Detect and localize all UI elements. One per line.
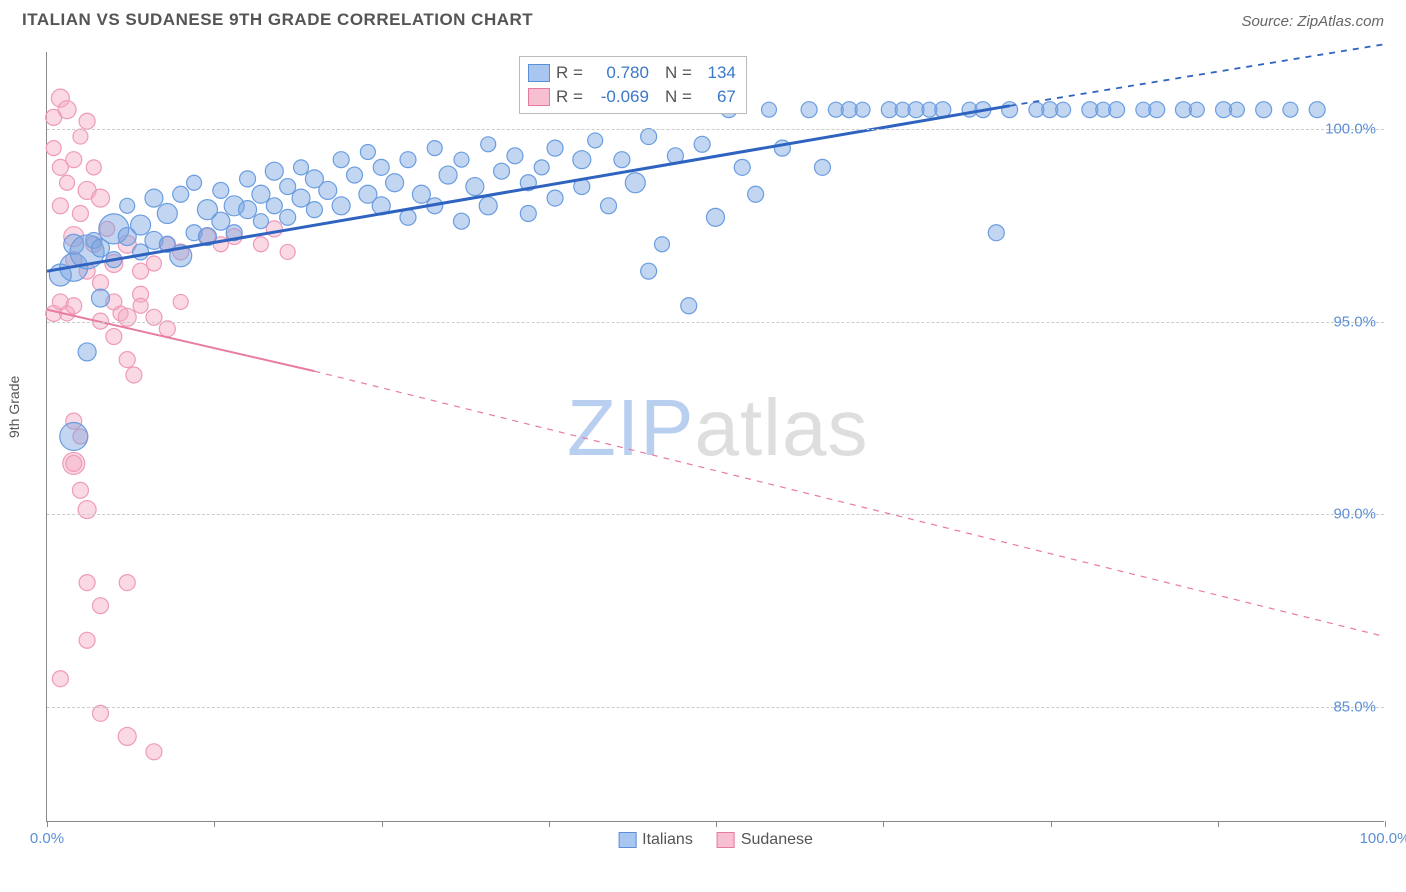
chart-plot-area: ZIPatlas R = 0.780 N = 134 R = -0.069 N … [46,52,1384,822]
legend-item-italians: Italians [618,831,693,849]
n-label: N = [665,61,692,85]
r-label: R = [556,61,583,85]
n-value: 67 [698,85,736,109]
y-axis-label: 9th Grade [6,376,22,438]
x-tick-mark [214,821,215,827]
legend-label: Italians [642,831,693,849]
swatch-icon [528,88,550,106]
source-label: Source: ZipAtlas.com [1241,13,1384,30]
x-tick-mark [1218,821,1219,827]
x-tick-mark [549,821,550,827]
swatch-icon [528,64,550,82]
legend-label: Sudanese [741,831,813,849]
x-tick-mark [382,821,383,827]
y-tick-label: 85.0% [1333,698,1376,715]
x-tick-mark [883,821,884,827]
x-tick-mark [47,821,48,827]
swatch-icon [717,832,735,848]
x-tick-mark [1051,821,1052,827]
y-tick-label: 100.0% [1325,121,1376,138]
gridline [47,514,1384,515]
gridline [47,707,1384,708]
chart-title: ITALIAN VS SUDANESE 9TH GRADE CORRELATIO… [22,10,533,30]
x-tick-mark [716,821,717,827]
gridline [47,322,1384,323]
stats-legend-row: R = -0.069 N = 67 [528,85,736,109]
r-label: R = [556,85,583,109]
swatch-icon [618,832,636,848]
y-tick-label: 90.0% [1333,506,1376,523]
n-label: N = [665,85,692,109]
x-tick-mark [1385,821,1386,827]
n-value: 134 [698,61,736,85]
stats-legend: R = 0.780 N = 134 R = -0.069 N = 67 [519,56,747,114]
r-value: -0.069 [589,85,649,109]
gridline [47,129,1384,130]
x-tick-label: 100.0% [1360,830,1406,847]
x-tick-label: 0.0% [30,830,64,847]
y-tick-label: 95.0% [1333,313,1376,330]
series-legend: Italians Sudanese [618,831,813,849]
r-value: 0.780 [589,61,649,85]
stats-legend-row: R = 0.780 N = 134 [528,61,736,85]
legend-item-sudanese: Sudanese [717,831,813,849]
